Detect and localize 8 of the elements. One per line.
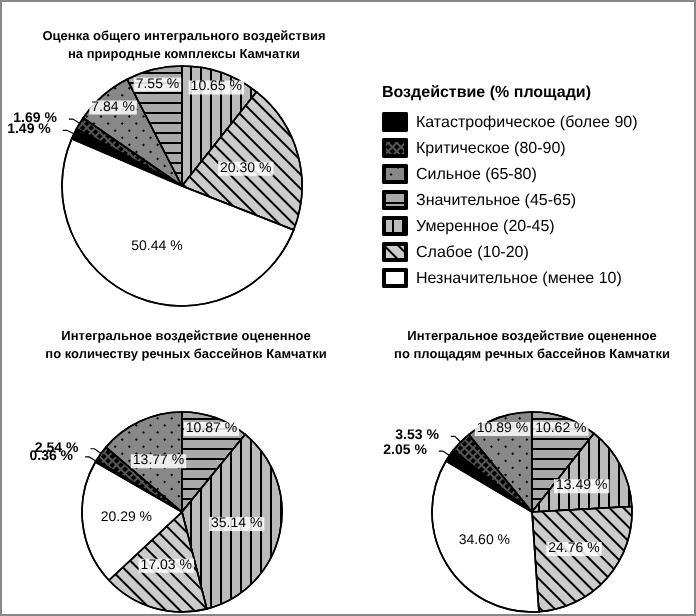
legend-title: Воздействие (% площади) [382, 83, 592, 101]
legend-label: Слабое (10-20) [416, 243, 530, 261]
legend-label: Катастрофическое (более 90) [416, 113, 639, 131]
legend-label: Умеренное (20-45) [416, 217, 556, 235]
legend-label: Критическое (80-90) [416, 139, 567, 157]
legend-label: Сильное (65-80) [416, 165, 538, 183]
legend-label: Значительное (45-65) [416, 191, 577, 209]
legend-label: Незначительное (менее 10) [416, 269, 623, 287]
